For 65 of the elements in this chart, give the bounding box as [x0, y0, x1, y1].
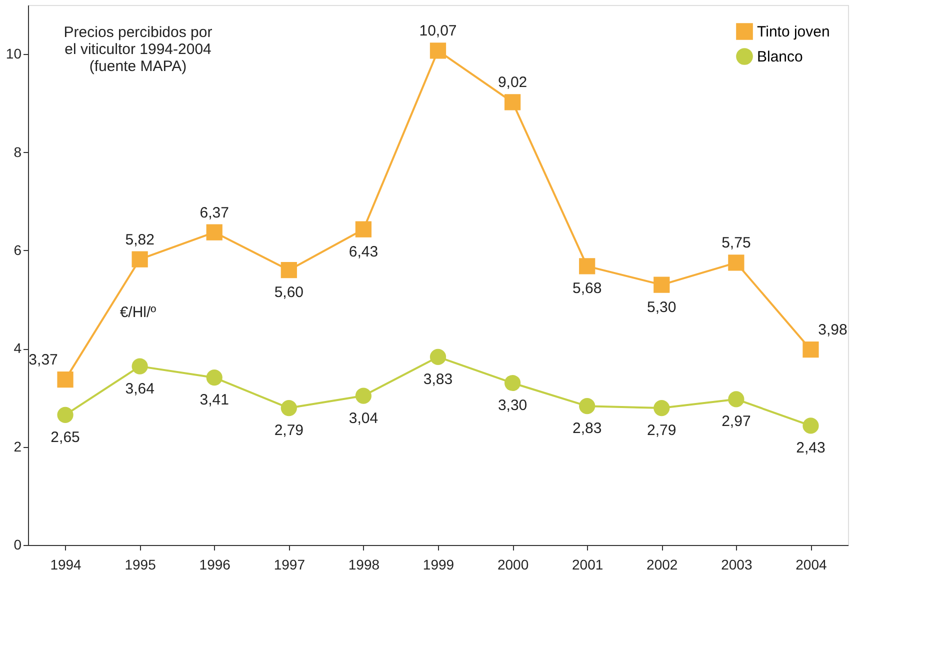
data-label: 10,07: [419, 22, 457, 40]
point: [355, 388, 372, 404]
data-label: 3,41: [200, 392, 229, 409]
data-label: 2,79: [274, 422, 304, 440]
data-label: 2,79: [647, 422, 676, 440]
data-label: 6,37: [200, 204, 229, 222]
point: [504, 94, 521, 110]
x-tick-label: 1994: [50, 556, 82, 572]
x-tick-label: 2002: [646, 556, 678, 572]
legend-label: Blanco: [757, 48, 803, 66]
x-tick-label: 2000: [497, 556, 529, 572]
point: [206, 370, 222, 386]
data-label: 2,65: [50, 428, 80, 446]
point: [802, 418, 819, 434]
data-label: 2,97: [722, 413, 751, 430]
y-tick-label: 4: [14, 340, 22, 356]
data-label: 3,04: [348, 410, 378, 427]
y-tick-label: 6: [14, 242, 22, 258]
x-tick-label: 2004: [796, 556, 828, 572]
data-label: 3,64: [125, 380, 154, 398]
x-tick-label: 1996: [199, 556, 231, 572]
point: [728, 391, 744, 408]
data-label: 3,83: [423, 370, 453, 388]
data-label: 3,37: [28, 352, 58, 369]
point: [430, 42, 446, 59]
data-label: 3,30: [498, 397, 528, 414]
x-tick-label: 1997: [274, 556, 306, 572]
point: [579, 398, 596, 414]
data-label: 3,98: [818, 322, 848, 339]
x-tick-label: 1998: [348, 556, 380, 572]
legend-label: Tinto joven: [757, 24, 830, 40]
x-tick-label: 1995: [124, 556, 156, 572]
annotation: €/Hl/º: [120, 304, 157, 321]
point: [206, 224, 222, 240]
point: [802, 342, 819, 358]
point: [579, 258, 596, 274]
point: [654, 400, 670, 416]
point: [132, 358, 148, 374]
data-label: 5,82: [125, 231, 154, 248]
x-tick-label: 1999: [422, 556, 454, 572]
data-label: 6,43: [348, 243, 378, 260]
point: [355, 221, 372, 238]
data-label: 2,43: [796, 440, 826, 457]
data-label: 5,75: [722, 234, 751, 252]
annotation: Precios percibidos por el viticultor 1994-2004 (fuente MAPA): [64, 24, 212, 75]
x-tick-label: 2003: [721, 556, 752, 572]
data-label: 2,83: [572, 420, 602, 438]
data-label: 9,02: [498, 74, 528, 92]
point: [280, 262, 297, 278]
point: [57, 406, 74, 423]
data-label: 5,30: [647, 298, 676, 316]
y-tick-label: 8: [14, 144, 22, 160]
point: [57, 372, 74, 388]
y-tick-label: 2: [14, 438, 22, 454]
data-label: 5,60: [274, 284, 304, 302]
y-tick-label: 0: [14, 536, 22, 552]
point: [132, 251, 148, 268]
point: [654, 276, 670, 293]
point: [430, 348, 446, 366]
y-tick-label: 10: [6, 46, 22, 62]
x-tick-label: 2001: [572, 556, 604, 572]
point: [728, 254, 744, 271]
data-label: 5,68: [572, 280, 602, 298]
point: [280, 400, 297, 416]
point: [504, 374, 521, 392]
